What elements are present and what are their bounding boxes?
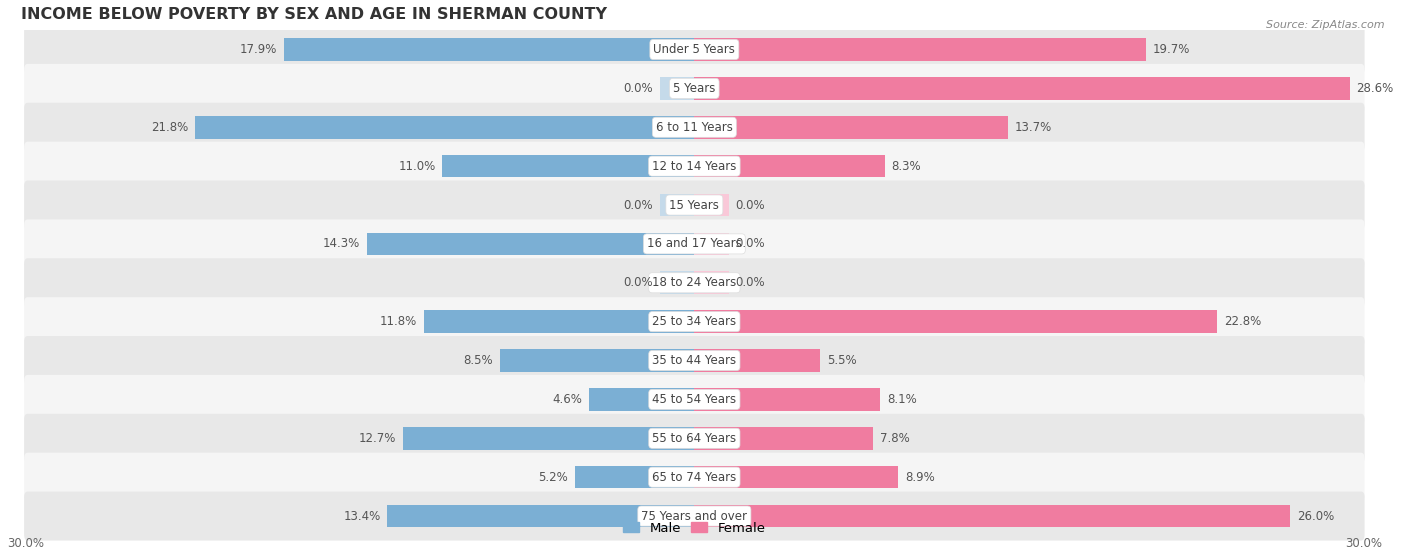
Text: Source: ZipAtlas.com: Source: ZipAtlas.com <box>1267 20 1385 30</box>
Bar <box>695 505 1291 527</box>
FancyBboxPatch shape <box>24 64 1365 113</box>
Text: 16 and 17 Years: 16 and 17 Years <box>647 237 742 251</box>
Text: 7.8%: 7.8% <box>880 432 910 445</box>
Bar <box>387 505 695 527</box>
Bar <box>695 233 728 255</box>
Text: 8.3%: 8.3% <box>891 160 921 172</box>
Bar <box>195 116 695 138</box>
FancyBboxPatch shape <box>24 453 1365 502</box>
Bar <box>284 38 695 61</box>
Text: 13.7%: 13.7% <box>1015 121 1053 134</box>
Text: 8.5%: 8.5% <box>463 354 492 367</box>
Bar <box>404 427 695 450</box>
Text: 28.6%: 28.6% <box>1357 82 1393 95</box>
Bar <box>695 466 898 488</box>
Text: 13.4%: 13.4% <box>343 509 381 522</box>
Text: 30.0%: 30.0% <box>7 537 44 550</box>
FancyBboxPatch shape <box>24 25 1365 74</box>
Bar <box>695 388 880 411</box>
Bar <box>695 116 1008 138</box>
Text: 5 Years: 5 Years <box>673 82 716 95</box>
Text: 8.9%: 8.9% <box>905 470 935 484</box>
Text: 15 Years: 15 Years <box>669 199 720 211</box>
Text: 0.0%: 0.0% <box>735 276 765 289</box>
Bar <box>659 272 695 294</box>
Text: 12 to 14 Years: 12 to 14 Years <box>652 160 737 172</box>
Text: 21.8%: 21.8% <box>150 121 188 134</box>
Bar <box>695 194 728 217</box>
Text: 5.5%: 5.5% <box>827 354 856 367</box>
Bar <box>695 349 820 372</box>
Bar <box>499 349 695 372</box>
FancyBboxPatch shape <box>24 258 1365 307</box>
Text: 5.2%: 5.2% <box>538 470 568 484</box>
Text: Under 5 Years: Under 5 Years <box>654 43 735 56</box>
Text: 26.0%: 26.0% <box>1296 509 1334 522</box>
Text: 45 to 54 Years: 45 to 54 Years <box>652 393 737 406</box>
FancyBboxPatch shape <box>24 142 1365 191</box>
FancyBboxPatch shape <box>24 414 1365 463</box>
Bar <box>575 466 695 488</box>
Bar <box>695 427 873 450</box>
Text: 35 to 44 Years: 35 to 44 Years <box>652 354 737 367</box>
Text: 4.6%: 4.6% <box>553 393 582 406</box>
Text: 17.9%: 17.9% <box>240 43 277 56</box>
FancyBboxPatch shape <box>24 219 1365 268</box>
Text: 30.0%: 30.0% <box>1344 537 1382 550</box>
Text: 12.7%: 12.7% <box>359 432 396 445</box>
Text: 22.8%: 22.8% <box>1223 315 1261 328</box>
Text: 11.0%: 11.0% <box>398 160 436 172</box>
Bar <box>659 194 695 217</box>
Bar <box>695 272 728 294</box>
Text: 25 to 34 Years: 25 to 34 Years <box>652 315 737 328</box>
Legend: Male, Female: Male, Female <box>617 516 770 540</box>
Text: 65 to 74 Years: 65 to 74 Years <box>652 470 737 484</box>
Text: INCOME BELOW POVERTY BY SEX AND AGE IN SHERMAN COUNTY: INCOME BELOW POVERTY BY SEX AND AGE IN S… <box>21 7 607 22</box>
Bar <box>695 310 1216 333</box>
FancyBboxPatch shape <box>24 181 1365 229</box>
Bar <box>695 77 1350 100</box>
Bar <box>695 38 1146 61</box>
Text: 19.7%: 19.7% <box>1153 43 1189 56</box>
Bar <box>659 77 695 100</box>
Text: 14.3%: 14.3% <box>322 237 360 251</box>
FancyBboxPatch shape <box>24 336 1365 385</box>
FancyBboxPatch shape <box>24 375 1365 424</box>
Bar <box>367 233 695 255</box>
Bar <box>425 310 695 333</box>
Bar <box>443 155 695 177</box>
Text: 0.0%: 0.0% <box>623 82 654 95</box>
FancyBboxPatch shape <box>24 103 1365 152</box>
Text: 6 to 11 Years: 6 to 11 Years <box>657 121 733 134</box>
Text: 8.1%: 8.1% <box>887 393 917 406</box>
FancyBboxPatch shape <box>24 492 1365 541</box>
Bar <box>695 155 884 177</box>
Text: 0.0%: 0.0% <box>623 276 654 289</box>
Bar <box>589 388 695 411</box>
Text: 75 Years and over: 75 Years and over <box>641 509 748 522</box>
Text: 0.0%: 0.0% <box>735 199 765 211</box>
Text: 0.0%: 0.0% <box>735 237 765 251</box>
Text: 18 to 24 Years: 18 to 24 Years <box>652 276 737 289</box>
FancyBboxPatch shape <box>24 297 1365 346</box>
Text: 0.0%: 0.0% <box>623 199 654 211</box>
Text: 55 to 64 Years: 55 to 64 Years <box>652 432 737 445</box>
Text: 11.8%: 11.8% <box>380 315 418 328</box>
